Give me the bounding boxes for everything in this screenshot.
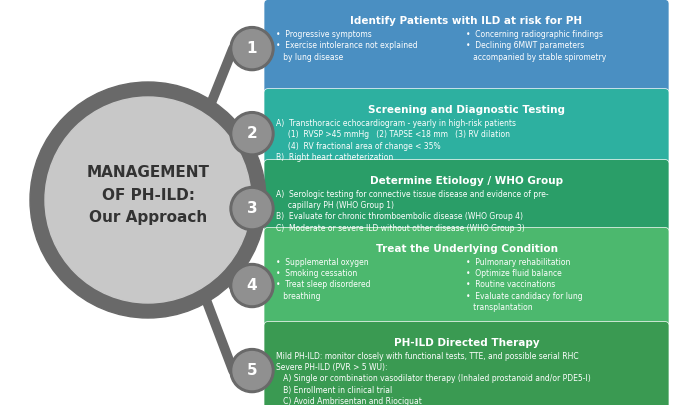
Text: Screening and Diagnostic Testing: Screening and Diagnostic Testing <box>368 104 565 115</box>
Circle shape <box>30 82 266 318</box>
Text: •  Supplemental oxygen
•  Smoking cessation
•  Treat sleep disordered
   breathi: • Supplemental oxygen • Smoking cessatio… <box>276 258 370 301</box>
Circle shape <box>233 352 271 390</box>
FancyBboxPatch shape <box>264 160 669 258</box>
Circle shape <box>230 112 274 156</box>
FancyBboxPatch shape <box>264 322 669 405</box>
Text: 1: 1 <box>247 41 258 56</box>
Text: Identify Patients with ILD at risk for PH: Identify Patients with ILD at risk for P… <box>350 16 583 26</box>
Text: A)  Transthoracic echocardiogram - yearly in high-risk patients
     (1)  RVSP >: A) Transthoracic echocardiogram - yearly… <box>276 119 516 162</box>
Text: A)  Serologic testing for connective tissue disease and evidence of pre-
     ca: A) Serologic testing for connective tiss… <box>276 190 549 233</box>
Text: Treat the Underlying Condition: Treat the Underlying Condition <box>375 243 558 254</box>
Text: •  Concerning radiographic findings
•  Declining 6MWT parameters
   accompanied : • Concerning radiographic findings • Dec… <box>466 30 607 62</box>
Circle shape <box>230 349 274 392</box>
Text: •  Pulmonary rehabilitation
•  Optimize fluid balance
•  Routine vaccinations
• : • Pulmonary rehabilitation • Optimize fl… <box>466 258 583 312</box>
Text: MANAGEMENT
OF PH-ILD:
Our Approach: MANAGEMENT OF PH-ILD: Our Approach <box>87 165 210 225</box>
Circle shape <box>230 27 274 70</box>
Text: Mild PH-ILD: monitor closely with functional tests, TTE, and possible serial RHC: Mild PH-ILD: monitor closely with functi… <box>276 352 591 405</box>
Circle shape <box>233 115 271 153</box>
Circle shape <box>233 30 271 68</box>
Text: PH-ILD Directed Therapy: PH-ILD Directed Therapy <box>393 338 539 347</box>
Circle shape <box>230 187 274 230</box>
Text: 4: 4 <box>247 278 258 293</box>
Circle shape <box>233 190 271 228</box>
Text: •  Progressive symptoms
•  Exercise intolerance not explained
   by lung disease: • Progressive symptoms • Exercise intole… <box>276 30 418 62</box>
Text: 3: 3 <box>247 201 258 216</box>
FancyBboxPatch shape <box>264 0 669 98</box>
Circle shape <box>45 97 251 303</box>
Text: 5: 5 <box>247 363 258 378</box>
FancyBboxPatch shape <box>264 228 669 343</box>
Circle shape <box>230 264 274 307</box>
Text: Determine Etiology / WHO Group: Determine Etiology / WHO Group <box>370 176 563 185</box>
Text: 2: 2 <box>247 126 258 141</box>
Circle shape <box>233 266 271 305</box>
FancyBboxPatch shape <box>264 89 669 179</box>
